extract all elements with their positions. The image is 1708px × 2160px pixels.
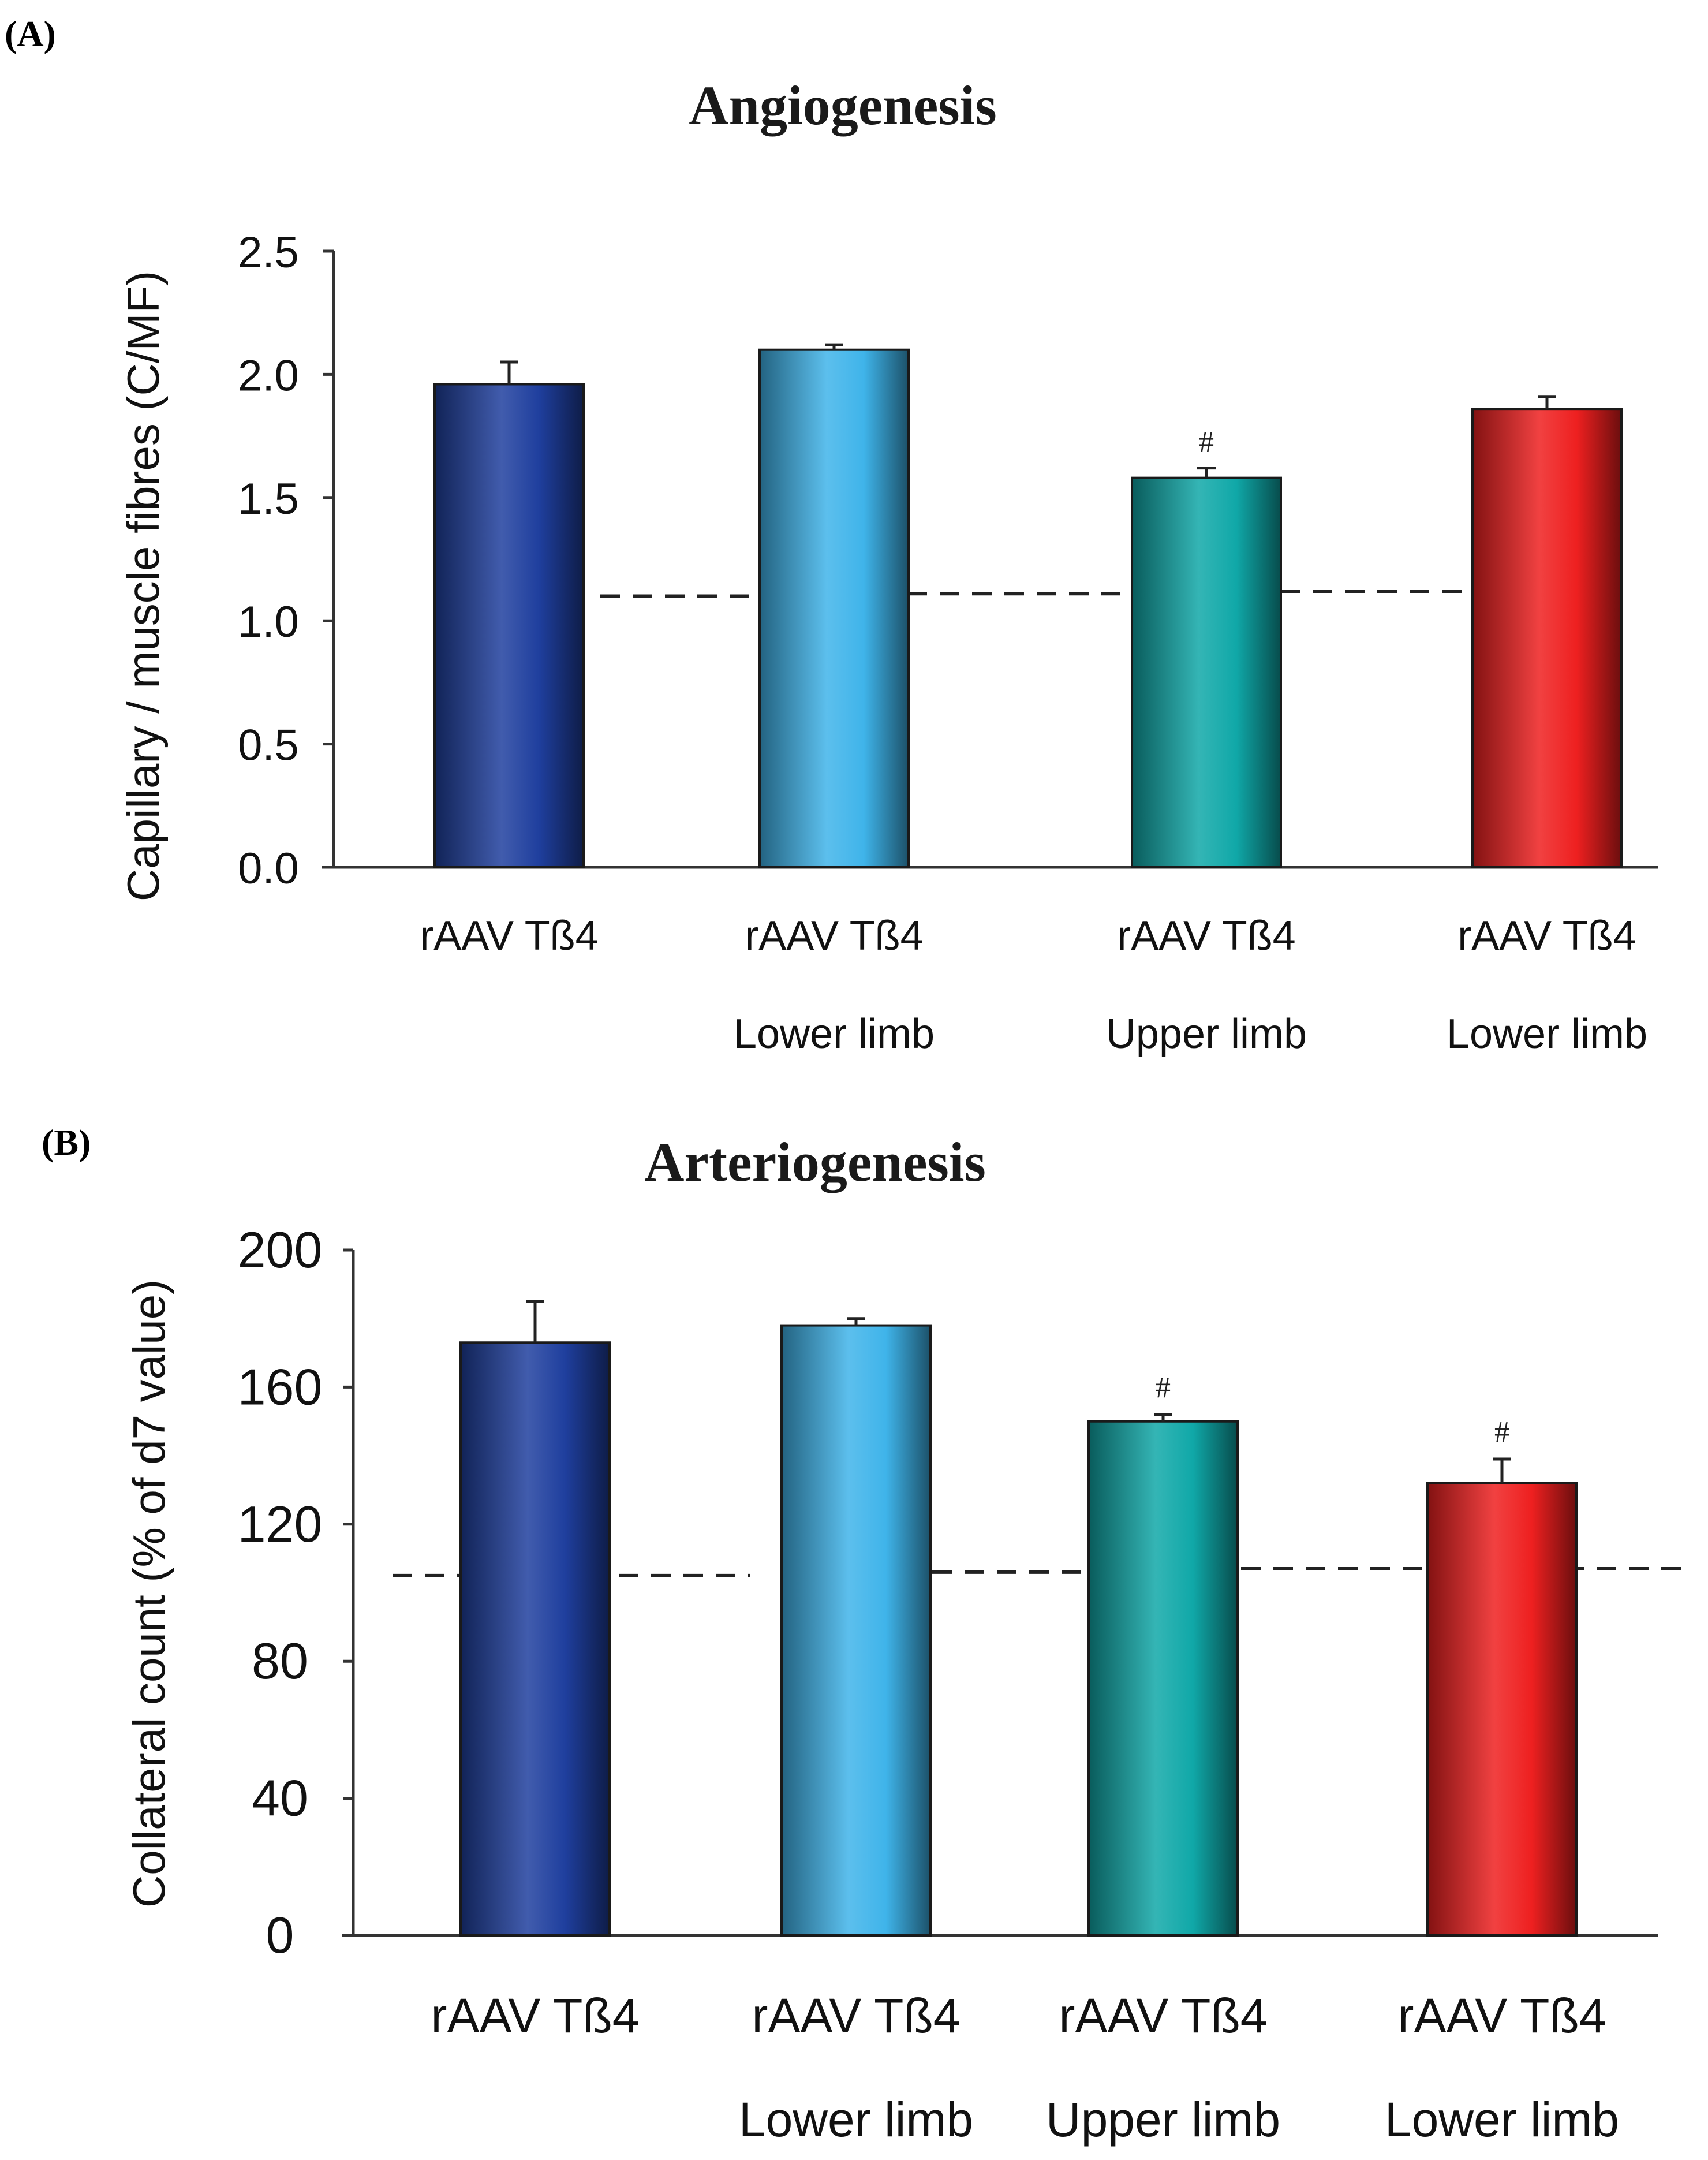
- chart-b-ytick-label: 200: [238, 1221, 323, 1278]
- chart-b-ytick-label: 120: [238, 1495, 323, 1553]
- chart-a-error-bar: [1538, 395, 1556, 409]
- chart-a-bar: [433, 383, 585, 868]
- chart-a-category-label: rAAV Tß4: [420, 913, 598, 959]
- chart-a-significance-mark: #: [1199, 426, 1214, 459]
- chart-b-ylabel: Collateral count (% of d7 value): [124, 1279, 174, 1908]
- chart-a-plot: 0.0 0.5 1.0 1.5 2.0 2.5 rAAV Tß4 rAAV Tß4 Lower …: [238, 228, 1658, 1057]
- chart-b-ytick-label: 0: [266, 1907, 294, 1964]
- chart-a-ytick-label: 0.5: [238, 721, 299, 770]
- chart-b-category-label: rAAV Tß4: [1059, 1989, 1268, 2043]
- chart-a-ylabel: Capillary / muscle fibres (C/MF): [118, 271, 169, 901]
- chart-b-significance-mark: #: [1494, 1416, 1509, 1449]
- chart-a-category-sublabel: Lower limb: [734, 1011, 935, 1057]
- chart-a-bar: [1131, 476, 1282, 868]
- chart-b-bar: [1426, 1482, 1578, 1937]
- chart-b-ytick-label: 160: [238, 1358, 323, 1415]
- chart-b-title: Arteriogenesis: [644, 1131, 986, 1193]
- chart-a-category-label: rAAV Tß4: [1457, 913, 1636, 959]
- chart-b-bar: [1087, 1420, 1239, 1937]
- chart-a-error-bar: [500, 360, 518, 385]
- chart-b-category-label: rAAV Tß4: [1398, 1989, 1606, 2043]
- chart-a-ytick-label: 0.0: [238, 844, 299, 893]
- chart-a-bar: [758, 348, 910, 868]
- chart-b-category-sublabel: Lower limb: [1385, 2092, 1619, 2147]
- chart-a-title: Angiogenesis: [689, 74, 996, 136]
- chart-b-error-bar: [1493, 1457, 1511, 1483]
- chart-a-ytick-label: 1.5: [238, 475, 299, 524]
- chart-b-category-sublabel: Upper limb: [1046, 2092, 1280, 2147]
- chart-b-ytick-label: 80: [252, 1632, 308, 1689]
- chart-a-category-sublabel: Lower limb: [1447, 1011, 1647, 1057]
- chart-b-plot: 0 40 80 120 160 200 rAAV Tß4 rAAV Tß4 Lower limb…: [238, 1221, 1694, 2147]
- chart-b-ytick-label: 40: [252, 1770, 308, 1827]
- chart-a-bar: [1471, 408, 1623, 868]
- panel-b-letter: (B): [42, 1122, 91, 1163]
- chart-a-ytick-label: 2.0: [238, 351, 299, 400]
- chart-a-error-bar: [825, 343, 843, 350]
- chart-b-bar: [780, 1324, 932, 1937]
- chart-a-category-sublabel: Upper limb: [1106, 1011, 1307, 1057]
- chart-b-category-label: rAAV Tß4: [752, 1989, 960, 2043]
- chart-b-error-bar: [1154, 1413, 1172, 1422]
- chart-b-error-bar: [847, 1317, 865, 1326]
- chart-a-category-label: rAAV Tß4: [1117, 913, 1295, 959]
- chart-a-error-bar: [1197, 467, 1216, 478]
- chart-a-ytick-label: 2.5: [238, 228, 299, 277]
- chart-b-category-label: rAAV Tß4: [431, 1989, 640, 2043]
- panel-a-letter: (A): [5, 13, 56, 54]
- chart-b-error-bar: [526, 1300, 544, 1343]
- chart-a-ytick-label: 1.0: [238, 598, 299, 647]
- chart-b-bar: [459, 1341, 611, 1937]
- chart-b-significance-mark: #: [1156, 1371, 1171, 1404]
- chart-a-category-label: rAAV Tß4: [745, 913, 923, 959]
- chart-b-category-sublabel: Lower limb: [739, 2092, 973, 2147]
